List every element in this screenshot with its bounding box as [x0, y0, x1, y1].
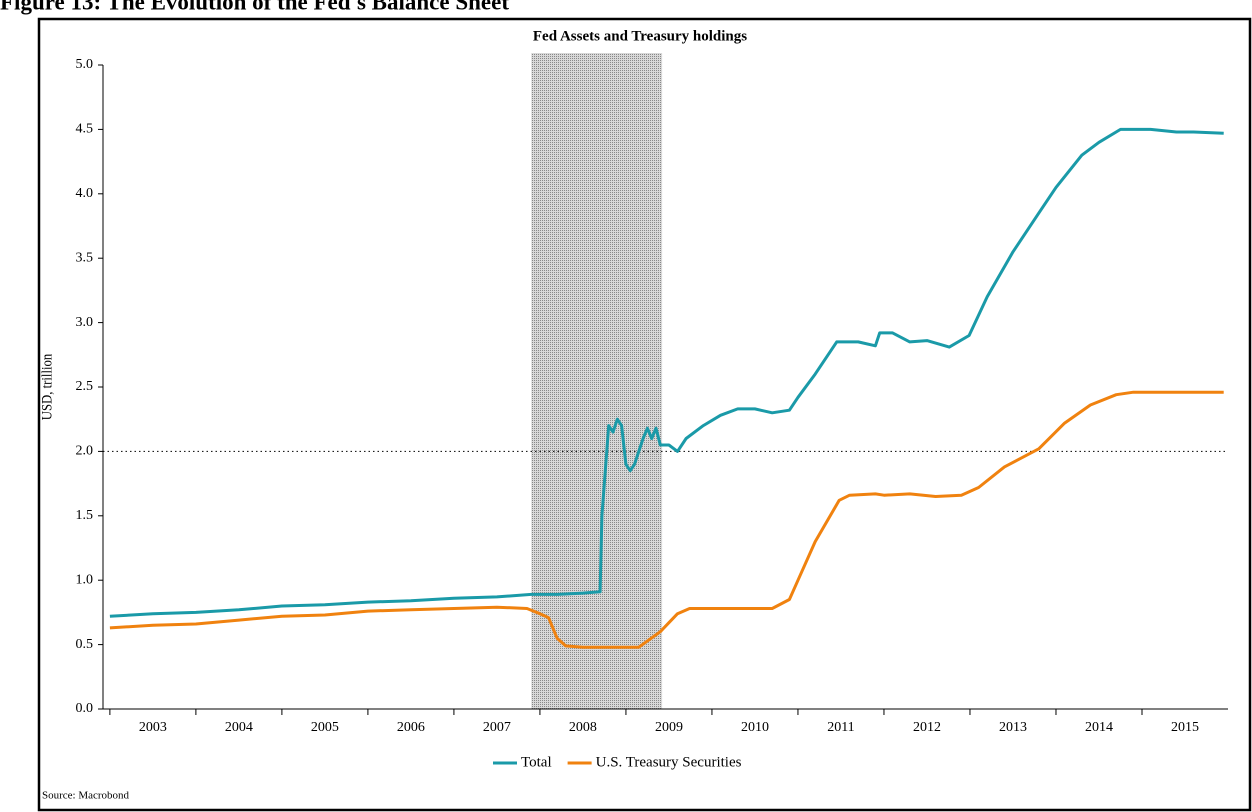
x-tick-label: 2008 [569, 720, 597, 735]
x-tick-label: 2009 [655, 720, 683, 735]
x-tick-label: 2015 [1171, 720, 1199, 735]
x-tick-label: 2005 [311, 720, 339, 735]
y-tick-label: 4.5 [76, 122, 94, 137]
chart-title: Fed Assets and Treasury holdings [533, 28, 747, 44]
series-line [109, 390, 1224, 649]
x-tick-label: 2004 [225, 720, 253, 735]
x-tick-label: 2014 [1085, 720, 1113, 735]
x-tick-label: 2010 [741, 720, 769, 735]
series-line [109, 127, 1224, 618]
y-tick-label: 2.5 [76, 379, 94, 394]
source: Source: Macrobond [42, 790, 130, 802]
y-tick-label: 1.0 [76, 572, 94, 587]
y-axis-label: USD, trillion [40, 354, 56, 421]
legend-label: U.S. Treasury Securities [596, 754, 742, 770]
y-tick-label: 3.0 [76, 315, 94, 330]
y-tick-label: 2.0 [76, 444, 94, 459]
y-tick-label: 0.0 [76, 701, 94, 716]
y-tick-label: 4.0 [76, 186, 94, 201]
x-tick-label: 2013 [999, 720, 1027, 735]
x-tick-label: 2012 [913, 720, 941, 735]
x-tick-label: 2007 [483, 720, 511, 735]
y-tick-label: 1.5 [76, 508, 94, 523]
x-tick-label: 2003 [139, 720, 167, 735]
legend-label: Total [521, 754, 552, 770]
y-tick-label: 5.0 [76, 57, 94, 72]
figure-caption: Figure 13: The Evolution of the Fed's Ba… [0, 0, 509, 14]
y-tick-label: 0.5 [76, 637, 94, 652]
recession-shade [531, 53, 663, 709]
x-tick-label: 2011 [827, 720, 854, 735]
x-tick-label: 2006 [397, 720, 425, 735]
y-tick-label: 3.5 [76, 250, 94, 265]
